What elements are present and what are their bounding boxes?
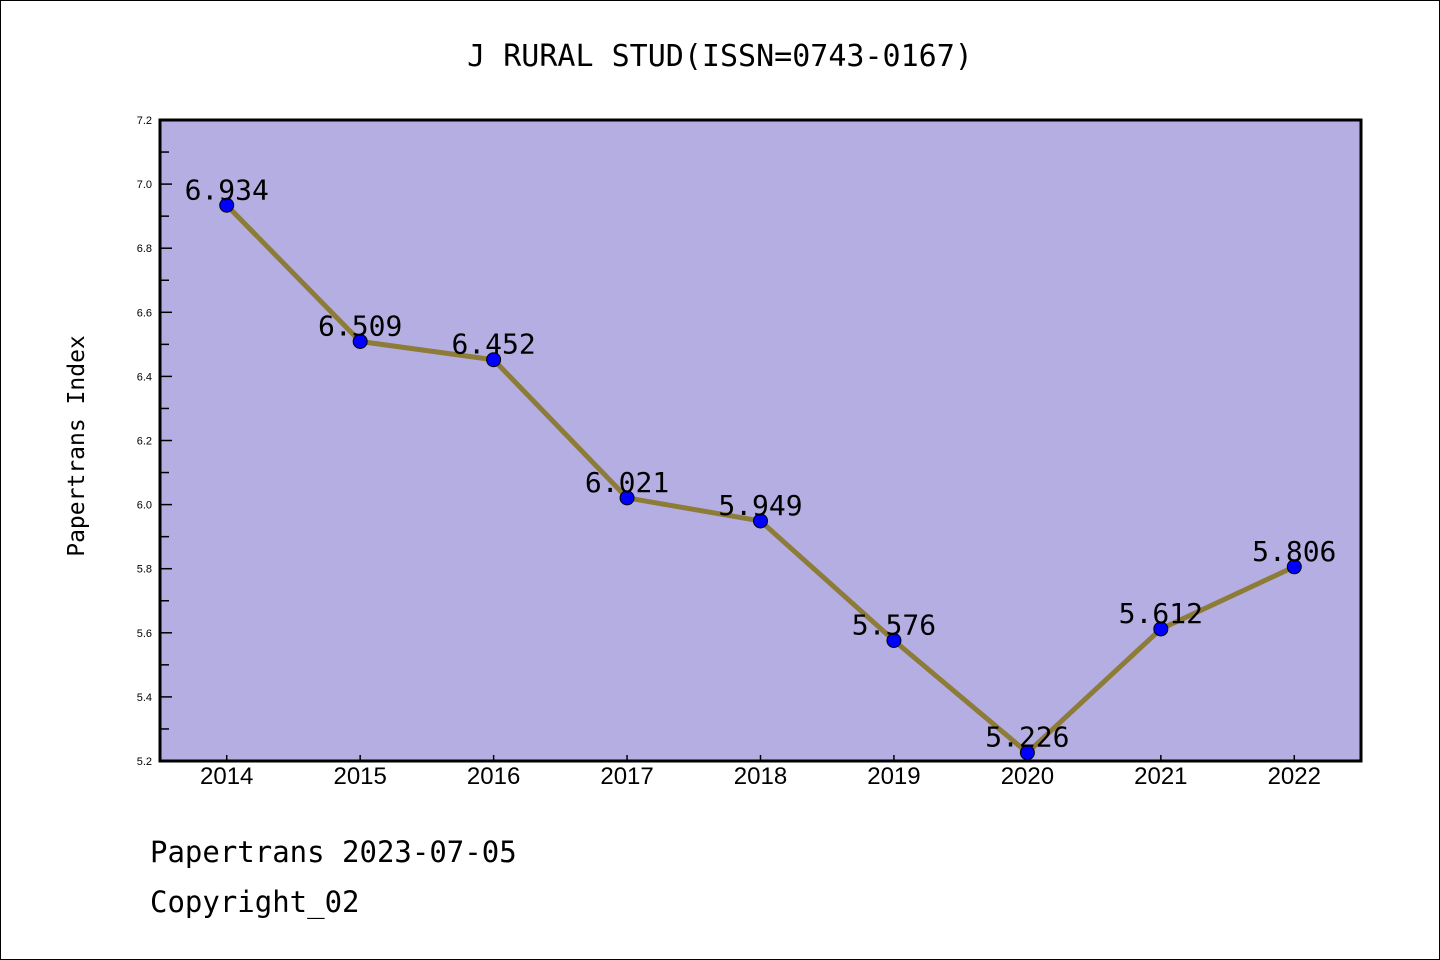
y-tick-label: 5.4 (137, 692, 152, 704)
data-point (1153, 621, 1169, 637)
x-tick-label: 2020 (1001, 763, 1054, 790)
x-tick-label: 2016 (467, 763, 520, 790)
y-axis-label: Papertrans Index (64, 335, 90, 557)
x-tick-label: 2017 (600, 763, 653, 790)
data-label: 5.226 (985, 721, 1069, 754)
data-label: 5.806 (1252, 535, 1336, 568)
data-point (886, 632, 902, 648)
y-tick-label: 6.0 (137, 500, 152, 512)
y-tick-label: 6.6 (137, 307, 152, 319)
footer-date: Papertrans 2023-07-05 (150, 835, 517, 869)
data-label: 6.934 (185, 173, 269, 206)
x-tick-label: 2015 (333, 763, 386, 790)
data-point (1286, 559, 1302, 575)
x-tick-label: 2014 (200, 763, 253, 790)
plot-border (158, 118, 1363, 763)
data-label: 5.576 (852, 608, 936, 641)
y-tick-label: 5.8 (137, 564, 152, 576)
plot-background (160, 120, 1361, 761)
data-label: 6.509 (318, 309, 402, 342)
data-label: 6.021 (585, 466, 669, 499)
y-tick-label: 7.2 (137, 115, 152, 127)
y-tick-label: 6.8 (137, 243, 152, 255)
y-tick-label: 6.2 (137, 436, 152, 448)
x-tick-label: 2022 (1268, 763, 1321, 790)
data-point (753, 513, 768, 529)
data-point (486, 352, 502, 368)
y-tick-label: 5.2 (137, 756, 152, 768)
y-tick-label: 6.4 (137, 371, 152, 383)
chart-title: J RURAL STUD(ISSN=0743-0167) (467, 39, 973, 74)
data-label: 5.612 (1119, 597, 1203, 630)
x-tick-label: 2018 (734, 763, 787, 790)
x-tick-label: 2021 (1134, 763, 1187, 790)
data-point (352, 333, 368, 349)
y-tick-label: 7.0 (137, 179, 152, 191)
data-label: 6.452 (451, 328, 535, 361)
footer-copyright: Copyright_02 (150, 885, 360, 919)
x-tick-label: 2019 (867, 763, 920, 790)
data-label: 5.949 (718, 489, 802, 522)
data-point (219, 197, 235, 213)
y-tick-label: 5.6 (137, 628, 152, 640)
data-point (619, 490, 635, 506)
